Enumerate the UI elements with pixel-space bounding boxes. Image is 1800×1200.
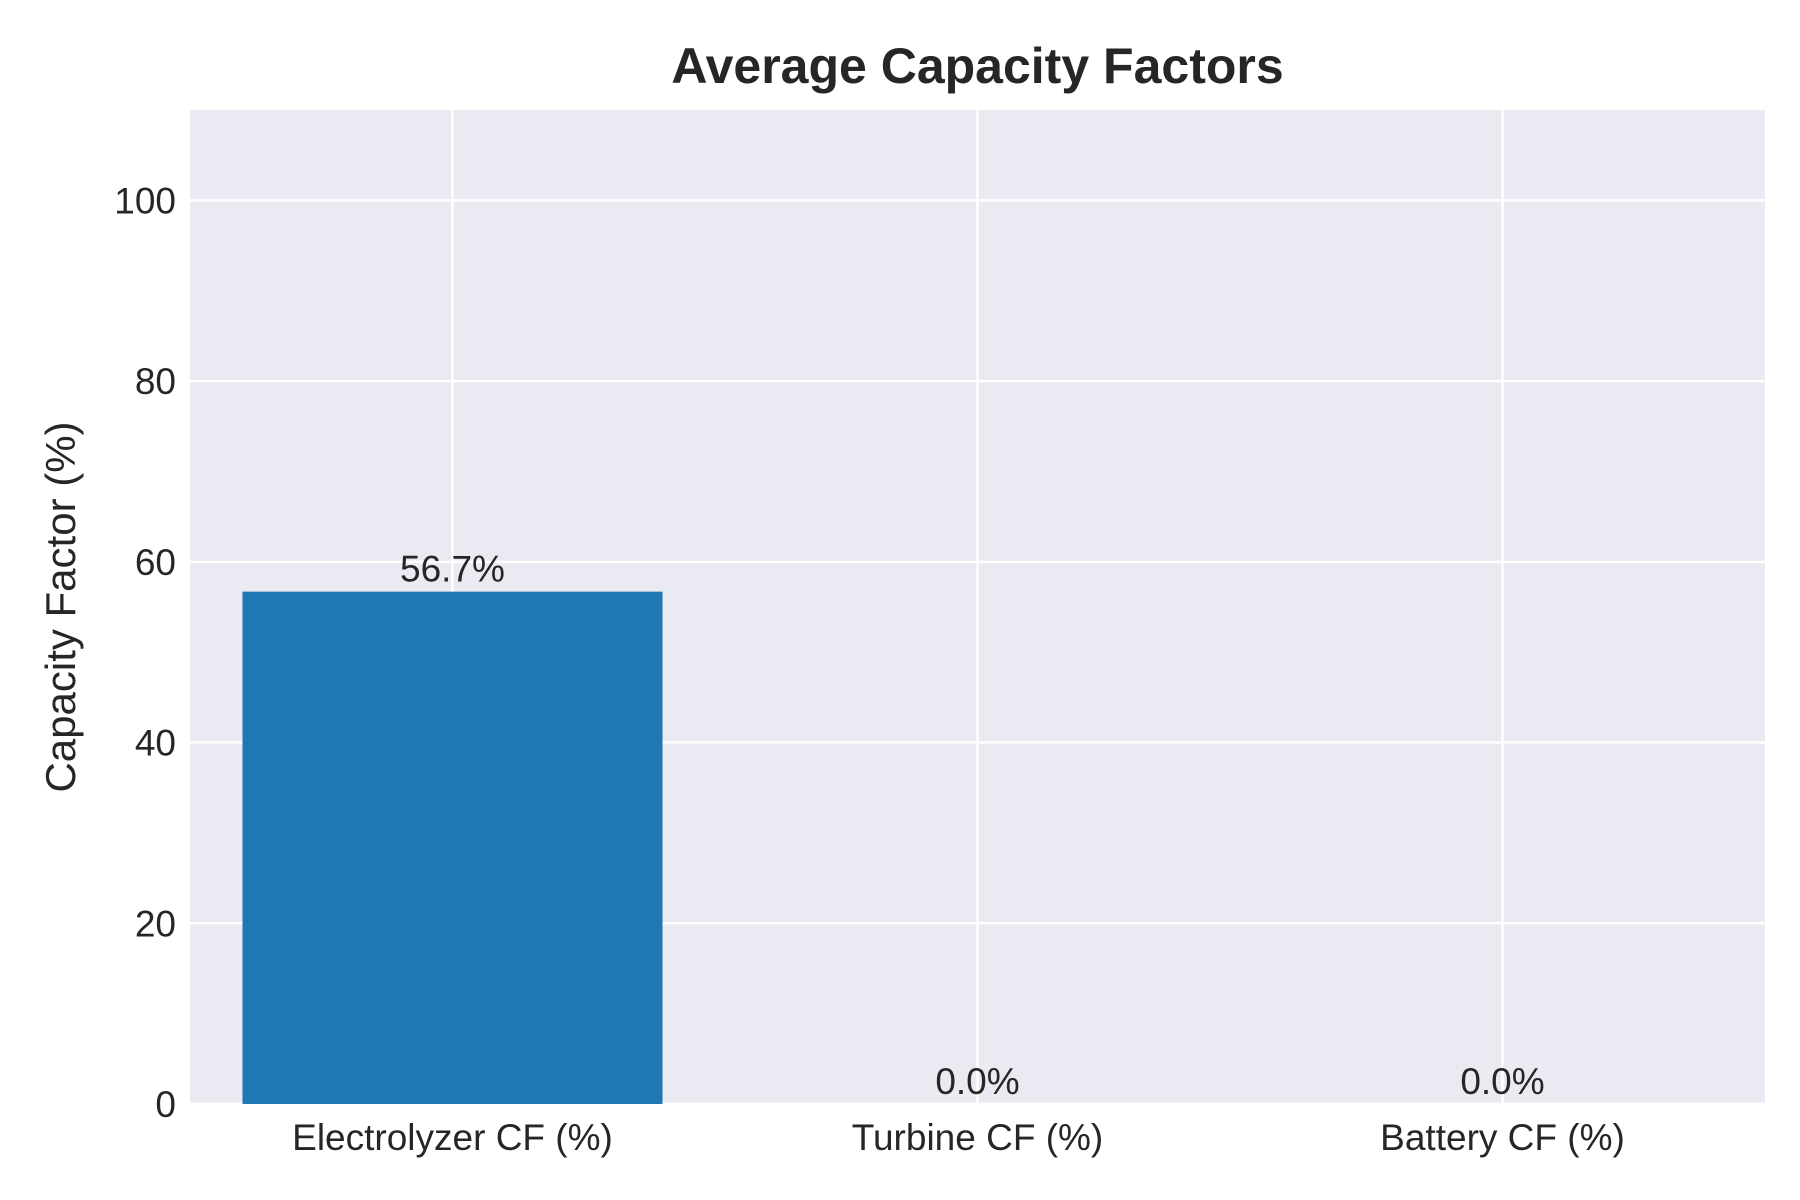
data-labels: 56.7% 0.0% 0.0% [400, 549, 1545, 1102]
bar-value-label: 56.7% [400, 549, 505, 590]
bar [242, 591, 663, 1104]
y-axis-ticks: 0 20 40 60 80 100 [114, 180, 176, 1125]
y-tick-label: 60 [135, 542, 176, 583]
bar-value-label: 0.0% [935, 1061, 1019, 1102]
chart-title: Average Capacity Factors [671, 38, 1283, 94]
x-axis-ticks: Electrolyzer CF (%) Turbine CF (%) Battery… [292, 1117, 1625, 1158]
x-tick-label: Electrolyzer CF (%) [292, 1117, 613, 1158]
y-tick-label: 20 [135, 903, 176, 944]
bar-value-label: 0.0% [1460, 1061, 1544, 1102]
y-tick-label: 100 [114, 180, 176, 221]
y-tick-label: 0 [155, 1084, 176, 1125]
x-tick-label: Turbine CF (%) [852, 1117, 1104, 1158]
y-axis-label: Capacity Factor (%) [37, 421, 84, 792]
y-tick-label: 40 [135, 723, 176, 764]
y-tick-label: 80 [135, 361, 176, 402]
bars [242, 591, 663, 1104]
x-tick-label: Battery CF (%) [1380, 1117, 1625, 1158]
